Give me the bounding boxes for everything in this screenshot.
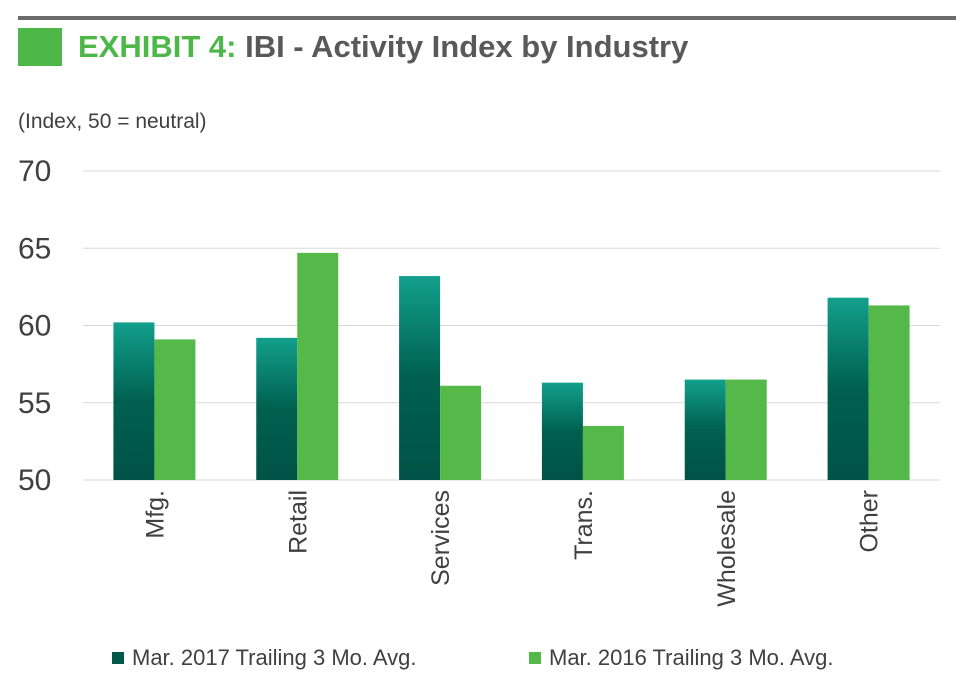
legend-label-2016: Mar. 2016 Trailing 3 Mo. Avg. <box>549 645 834 670</box>
bar-services-series-0 <box>399 276 441 480</box>
y-tick-label: 55 <box>18 387 51 420</box>
title-prefix: EXHIBIT 4: <box>78 29 237 64</box>
x-tick-label: Services <box>427 490 455 586</box>
chart-title: EXHIBIT 4: IBI - Activity Index by Indus… <box>78 28 688 66</box>
grid-lines <box>83 170 940 481</box>
bar-services-series-1 <box>440 385 482 480</box>
x-tick-label: Retail <box>284 490 312 554</box>
legend-swatch-2017 <box>112 652 124 664</box>
x-tick-label: Mfg. <box>141 490 169 539</box>
y-tick-label: 65 <box>18 232 51 265</box>
y-tick-label: 60 <box>18 310 51 343</box>
bar-retail-series-0 <box>256 337 298 480</box>
y-tick-label: 70 <box>18 155 51 188</box>
bars <box>113 252 910 480</box>
x-tick-label: Wholesale <box>713 490 741 607</box>
bar-other-series-0 <box>827 297 869 480</box>
title-accent-block <box>18 28 62 66</box>
x-tick-labels: Mfg. Retail Services Trans. Wholesale Other <box>141 490 883 607</box>
bar-mfg-series-0 <box>113 322 155 480</box>
legend-swatch-2016 <box>529 652 541 664</box>
top-rule <box>18 16 956 20</box>
bar-trans-series-0 <box>541 382 583 480</box>
bar-wholesale-series-0 <box>684 379 726 480</box>
bar-retail-series-1 <box>297 252 339 480</box>
legend-item-2017: Mar. 2017 Trailing 3 Mo. Avg. <box>112 645 417 671</box>
y-tick-label: 50 <box>18 464 51 497</box>
x-tick-label: Other <box>856 490 884 553</box>
bar-wholesale-series-1 <box>725 379 767 480</box>
legend-item-2016: Mar. 2016 Trailing 3 Mo. Avg. <box>529 645 834 671</box>
bar-mfg-series-1 <box>154 339 196 480</box>
bar-other-series-1 <box>868 305 910 480</box>
y-axis-units-label: (Index, 50 = neutral) <box>18 110 207 133</box>
bar-trans-series-1 <box>582 425 624 480</box>
title-text: IBI - Activity Index by Industry <box>236 29 689 64</box>
y-tick-labels: 50 55 60 65 70 <box>18 155 51 497</box>
legend-label-2017: Mar. 2017 Trailing 3 Mo. Avg. <box>132 645 417 670</box>
legend: Mar. 2017 Trailing 3 Mo. Avg. Mar. 2016 … <box>0 645 977 675</box>
x-tick-label: Trans. <box>570 490 598 560</box>
